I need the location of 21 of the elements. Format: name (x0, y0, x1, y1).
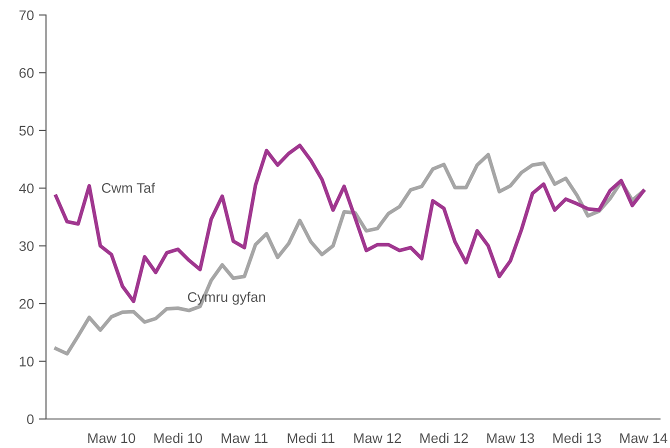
x-tick-label: Medi 10 (154, 432, 202, 444)
y-tick-label: 20 (19, 298, 34, 309)
x-tick-label: Medi 12 (420, 432, 468, 444)
x-tick-label: Maw 11 (222, 433, 268, 444)
line-series (54, 144, 646, 304)
x-tick-label: Medi 13 (553, 432, 601, 444)
y-tick-label: 50 (19, 126, 34, 136)
series-label: Cymru gyfan (188, 292, 266, 305)
x-tick-label: Maw 13 (487, 433, 534, 444)
line-series (54, 152, 646, 356)
y-tick-label: 30 (19, 241, 34, 252)
x-tick-label: Medi 11 (288, 432, 334, 444)
x-tick-label: Maw 14 (620, 433, 668, 444)
series-label: Cwm Taf (102, 182, 156, 193)
y-tick-label: 70 (19, 10, 34, 20)
y-tick-label: 10 (20, 356, 34, 366)
y-tick-label: 0 (27, 414, 34, 424)
x-tick-label: Maw 10 (88, 433, 136, 444)
y-tick-label: 40 (19, 183, 34, 194)
x-tick-label: Maw 12 (354, 433, 401, 444)
y-tick-label: 60 (19, 68, 34, 78)
